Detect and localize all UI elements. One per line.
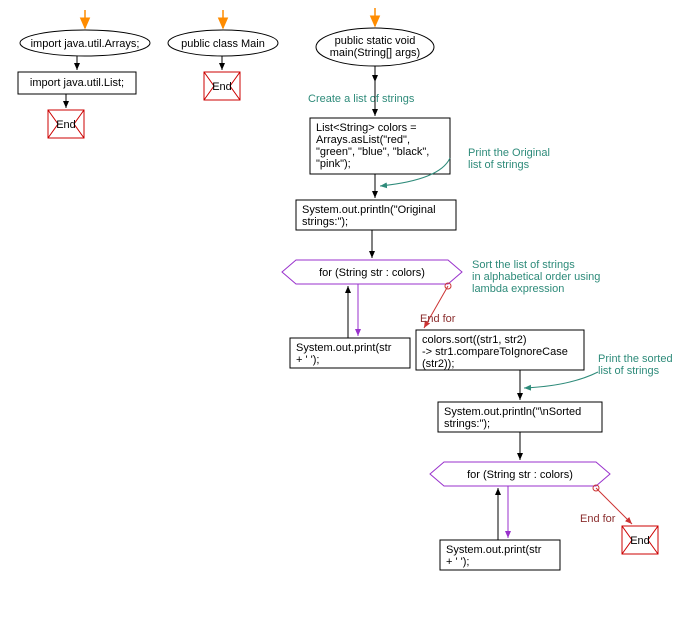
comment-sort-2: in alphabetical order using [472, 271, 600, 283]
endfor-2-label: End for [580, 513, 616, 525]
node-public-static-label-1: public static void [335, 35, 416, 47]
node-list-colors-l4: "pink"); [316, 158, 351, 170]
comment-print-orig-2: list of strings [468, 159, 530, 171]
comment-print-sorted-1: Print the sorted [598, 353, 673, 365]
node-print-sorted-l2: strings:"); [444, 418, 490, 430]
comment-print-sorted-2: list of strings [598, 365, 660, 377]
node-sort-l1: colors.sort((str1, str2) [422, 334, 527, 346]
node-list-colors-l3: "green", "blue", "black", [316, 146, 429, 158]
node-end-2: End [204, 72, 240, 100]
node-list-colors-l2: Arrays.asList("red", [316, 134, 410, 146]
node-public-class-label: public class Main [181, 38, 265, 50]
node-print-str-1-l1: System.out.print(str [296, 342, 392, 354]
endfor-1-label: End for [420, 313, 456, 325]
node-print-str-1-l2: + ' '); [296, 354, 319, 366]
node-public-static-label-2: main(String[] args) [330, 47, 420, 59]
node-import-list-label: import java.util.List; [30, 77, 124, 89]
node-import-arrays-label: import java.util.Arrays; [31, 38, 140, 50]
node-sort-l3: (str2)); [422, 358, 454, 370]
node-print-sorted-l1: System.out.println("\nSorted [444, 406, 581, 418]
node-print-str-2-l2: + ' '); [446, 556, 469, 568]
node-list-colors-l1: List<String> colors = [316, 122, 417, 134]
comment-create-list: Create a list of strings [308, 93, 415, 105]
node-end-3: End [622, 526, 658, 554]
node-for-2-label: for (String str : colors) [467, 469, 573, 481]
comment-arrow-2 [524, 372, 598, 388]
node-sort-l2: -> str1.compareToIgnoreCase [422, 346, 568, 358]
node-for-1-label: for (String str : colors) [319, 267, 425, 279]
comment-sort-3: lambda expression [472, 283, 564, 295]
node-print-orig-l1: System.out.println("Original [302, 204, 436, 216]
node-print-orig-l2: strings:"); [302, 216, 348, 228]
flowchart-canvas: import java.util.Arrays; import java.uti… [0, 0, 697, 628]
node-print-str-2-l1: System.out.print(str [446, 544, 542, 556]
comment-sort-1: Sort the list of strings [472, 259, 575, 271]
svg-text:End: End [212, 81, 232, 93]
comment-print-orig-1: Print the Original [468, 147, 550, 159]
node-end-1: End [48, 110, 84, 138]
svg-text:End: End [56, 119, 76, 131]
svg-text:End: End [630, 535, 650, 547]
